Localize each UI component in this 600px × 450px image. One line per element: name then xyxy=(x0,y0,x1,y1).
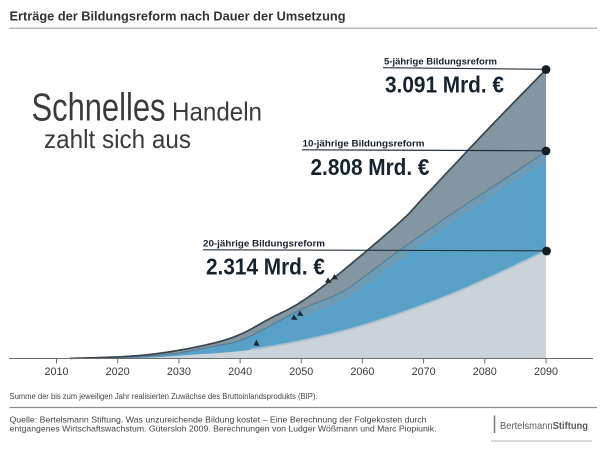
svg-text:BertelsmannStiftung: BertelsmannStiftung xyxy=(500,420,588,432)
svg-text:2040: 2040 xyxy=(228,366,252,378)
svg-text:2010: 2010 xyxy=(44,366,68,378)
svg-text:Quelle: Bertelsmann Stiftung.: Quelle: Bertelsmann Stiftung. Was unzure… xyxy=(10,415,427,425)
svg-text:2090: 2090 xyxy=(534,366,558,378)
svg-text:Handeln: Handeln xyxy=(172,97,262,127)
svg-text:2.314 Mrd. €: 2.314 Mrd. € xyxy=(206,254,325,280)
svg-text:10-jährige Bildungsreform: 10-jährige Bildungsreform xyxy=(303,139,425,150)
svg-text:zahlt sich aus: zahlt sich aus xyxy=(44,124,191,154)
svg-text:Summe der bis zum jeweiligen J: Summe der bis zum jeweiligen Jahr realis… xyxy=(10,392,318,401)
svg-text:2060: 2060 xyxy=(350,366,374,378)
svg-text:2070: 2070 xyxy=(412,366,436,378)
svg-text:entgangenes Wirtschaftswachstu: entgangenes Wirtschaftswachstum. Gütersl… xyxy=(10,424,437,434)
svg-text:3.091 Mrd. €: 3.091 Mrd. € xyxy=(385,72,504,98)
svg-text:2080: 2080 xyxy=(473,366,497,378)
svg-text:Schnelles: Schnelles xyxy=(32,87,166,130)
svg-text:2020: 2020 xyxy=(106,366,130,378)
svg-text:2030: 2030 xyxy=(167,366,191,378)
svg-text:2.808 Mrd. €: 2.808 Mrd. € xyxy=(311,154,430,180)
svg-text:20-jährige Bildungsreform: 20-jährige Bildungsreform xyxy=(203,239,325,250)
svg-text:Erträge der Bildungsreform nac: Erträge der Bildungsreform nach Dauer de… xyxy=(10,9,346,24)
svg-text:5-jährige Bildungsreform: 5-jährige Bildungsreform xyxy=(384,57,497,68)
svg-text:2050: 2050 xyxy=(289,366,313,378)
